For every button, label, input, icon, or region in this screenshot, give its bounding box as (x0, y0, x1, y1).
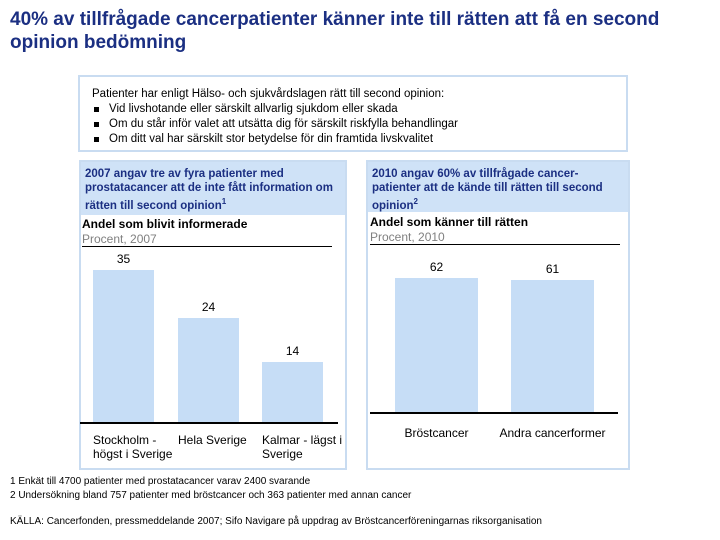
bar (395, 278, 478, 413)
chart-subtitle: Procent, 2007 (82, 232, 157, 246)
info-list: Vid livshotande eller särskilt allvarlig… (92, 102, 458, 147)
info-intro: Patienter har enligt Hälso- och sjukvård… (92, 88, 445, 100)
bar (178, 318, 239, 423)
x-tick-label: Stockholm - högst i Sverige (93, 433, 173, 461)
chart-subtitle: Procent, 2010 (370, 230, 445, 244)
bar (262, 361, 323, 423)
info-bullet: Vid livshotande eller särskilt allvarlig… (92, 102, 458, 117)
source: KÄLLA: Cancerfonden, pressmeddelande 200… (10, 516, 542, 527)
value-label: 62 (429, 260, 444, 274)
info-box: Patienter har enligt Hälso- och sjukvård… (78, 75, 628, 152)
x-tick-label: Kalmar - lägst i Sverige (262, 433, 343, 461)
panel: 2010 angav 60% av tillfrågade cancer-pat… (366, 160, 630, 470)
panel-header: 2007 angav tre av fyra patienter med pro… (81, 162, 345, 215)
value-label: 14 (285, 343, 300, 358)
panel-header-text: 2007 angav tre av fyra patienter med pro… (85, 168, 333, 212)
footnote: 2 Undersökning bland 757 patienter med b… (10, 490, 412, 501)
bar (93, 270, 154, 423)
info-bullet: Om ditt val har särskilt stor betydelse … (92, 132, 458, 147)
value-label: 35 (116, 252, 131, 266)
rule (82, 246, 332, 247)
x-tick-label: Andra cancerformer (499, 426, 606, 440)
chart-title: Andel som känner till rätten (370, 215, 529, 229)
bar (511, 280, 594, 413)
value-label: 24 (201, 300, 216, 315)
chart-title: Andel som blivit informerade (82, 217, 248, 231)
panel: 2007 angav tre av fyra patienter med pro… (79, 160, 347, 470)
baseline (80, 422, 338, 424)
footnote-ref: 1 (221, 197, 227, 206)
footnote: 1 Enkät till 4700 patienter med prostata… (10, 476, 311, 487)
x-tick-label: Hela Sverige (178, 433, 247, 447)
slide-title: 40% av tillfrågade cancerpatienter känne… (10, 9, 660, 53)
rule (370, 244, 620, 245)
footnote-ref: 2 (413, 197, 418, 206)
x-tick-label: Bröstcancer (404, 426, 469, 440)
panel-header-text: 2010 angav 60% av tillfrågade cancer-pat… (372, 168, 603, 212)
panel-header: 2010 angav 60% av tillfrågade cancer-pat… (368, 162, 628, 212)
value-label: 61 (545, 262, 560, 277)
info-bullet: Om du står inför valet att utsätta dig f… (92, 117, 458, 132)
baseline (370, 412, 618, 414)
